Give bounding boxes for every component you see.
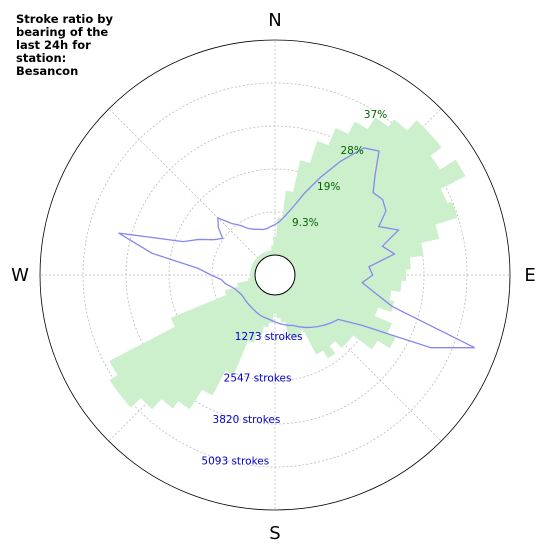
center-hole: [254, 254, 296, 296]
ratio-tick-label: 37%: [364, 109, 387, 121]
stroke-count-line-layer: [118, 147, 475, 349]
tick-labels-layer: N E S W 9.3% 19% 28% 37% 1273 strokes 2547 stroke…: [11, 10, 536, 544]
ratio-bars-layer: [109, 117, 466, 410]
count-tick-label: 5093 strokes: [201, 455, 269, 467]
ratio-tick-label: 28%: [340, 145, 363, 157]
compass-label-s: S: [269, 523, 280, 544]
ratio-tick-label: 19%: [317, 181, 340, 193]
stroke-count-line: [118, 147, 475, 349]
chart-title: Stroke ratio by bearing of the last 24h …: [16, 12, 113, 78]
compass-label-w: W: [11, 265, 29, 286]
compass-label-e: E: [524, 265, 535, 286]
grid-spoke: [108, 108, 262, 262]
outer-ring: [39, 39, 511, 511]
ratio-bar: [273, 236, 277, 256]
count-tick-label: 2547 strokes: [224, 372, 292, 384]
count-tick-label: 3820 strokes: [213, 414, 281, 426]
count-tick-label: 1273 strokes: [235, 331, 303, 343]
compass-label-n: N: [268, 10, 281, 31]
ratio-tick-label: 9.3%: [292, 217, 319, 229]
